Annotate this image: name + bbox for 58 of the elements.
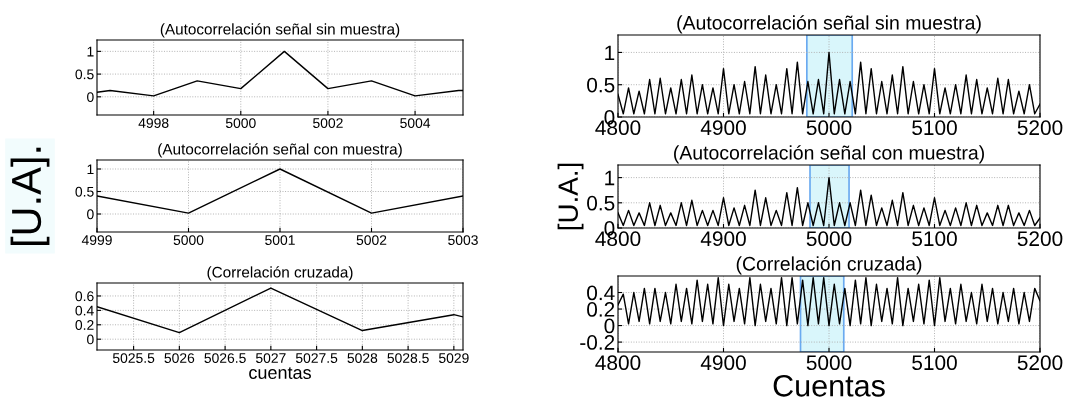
x-tick-label: 4900	[700, 120, 746, 136]
x-tick-label: 5200	[1017, 231, 1063, 247]
y-tick-label: 1	[87, 164, 94, 175]
chart-title: (Autocorrelación señal sin muestra)	[677, 15, 981, 34]
x-tick-label: 5000	[225, 118, 256, 128]
x-tick-label: 5200	[1017, 120, 1063, 136]
y-axis-title: [U.A.]	[557, 163, 584, 230]
x-tick-label: 5000	[806, 120, 852, 136]
chart-title: (Autocorrelación señal con muestra)	[158, 143, 402, 158]
x-tick-label: 5028	[347, 353, 378, 363]
chart-title: (Correlación cruzada)	[207, 266, 353, 281]
x-axis-title: Cuentas	[773, 375, 885, 397]
y-tick-label: 0.2	[75, 320, 94, 330]
x-tick-label: 5000	[806, 355, 852, 371]
y-tick-label: 0.5	[75, 69, 94, 80]
x-tick-label: 5025.5	[112, 353, 155, 363]
x-tick-label: 5002	[356, 235, 387, 245]
y-tick-label: 0.4	[75, 305, 94, 316]
x-tick-label: 5001	[265, 235, 295, 245]
y-tick-label: 0.4	[587, 285, 615, 301]
y-tick-label: -0.2	[580, 335, 615, 350]
y-tick-label: 0.2	[587, 302, 615, 317]
x-tick-label: 4800	[595, 355, 641, 371]
y-tick-label: 0.6	[75, 291, 94, 302]
x-tick-label: 4998	[138, 118, 169, 128]
y-tick-label: 0.5	[75, 186, 94, 197]
y-tick-label: 0.5	[587, 77, 615, 93]
x-tick-label: 5003	[448, 235, 478, 245]
x-tick-label: 5100	[912, 231, 957, 247]
y-tick-label: 0	[87, 209, 94, 220]
x-tick-label: 5002	[313, 118, 343, 128]
x-tick-label: 5200	[1017, 355, 1063, 371]
x-tick-label: 5027.5	[295, 353, 338, 363]
y-tick-label: 1	[87, 46, 94, 57]
chart-title: (Autocorrelación señal sin muestra)	[160, 23, 400, 38]
x-tick-label: 5029	[438, 353, 469, 363]
x-tick-label: 4999	[81, 235, 112, 245]
y-tick-label: 0	[87, 92, 94, 102]
x-tick-label: 4900	[700, 355, 746, 371]
y-tick-label: 0	[604, 318, 615, 334]
x-tick-label: 5100	[912, 355, 957, 371]
x-tick-label: 4900	[700, 231, 746, 247]
y-tick-label: 0.5	[587, 195, 615, 211]
x-tick-label: 5004	[400, 118, 431, 128]
x-tick-label: 5028.5	[387, 353, 429, 363]
chart-title: (Correlación cruzada)	[736, 256, 922, 275]
x-tick-label: 5026	[164, 353, 195, 363]
chart-title: (Autocorrelación señal con muestra)	[674, 145, 984, 164]
x-tick-label: 5026.5	[204, 353, 246, 363]
x-tick-label: 5000	[806, 231, 852, 247]
y-tick-label: 1	[605, 170, 615, 186]
y-tick-label: 0	[87, 334, 94, 345]
x-tick-label: 5027	[255, 353, 286, 363]
y-tick-label: 1	[605, 45, 615, 60]
x-tick-label: 5000	[173, 235, 204, 245]
x-tick-label: 5100	[912, 120, 957, 136]
x-axis-title: cuentas	[249, 367, 311, 379]
y-axis-title: [U.A].	[10, 147, 50, 246]
